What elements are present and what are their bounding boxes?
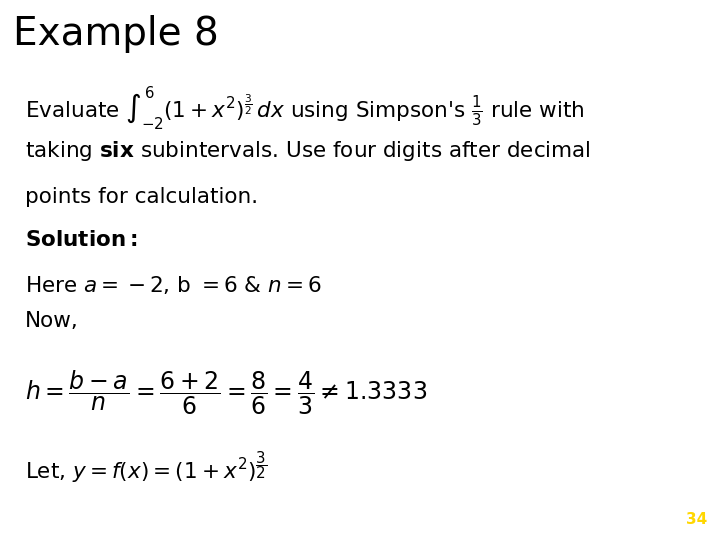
Text: Now,: Now,	[25, 312, 79, 332]
Text: $h = \dfrac{b-a}{n} = \dfrac{6+2}{6} = \dfrac{8}{6} = \dfrac{4}{3} \neq 1.3333$: $h = \dfrac{b-a}{n} = \dfrac{6+2}{6} = \…	[25, 368, 428, 417]
Text: 34: 34	[685, 512, 707, 527]
Text: Evaluate $\int_{-2}^{6}(1+x^2)^{\frac{3}{2}}\,dx$ using Simpson's $\frac{1}{3}$ : Evaluate $\int_{-2}^{6}(1+x^2)^{\frac{3}…	[25, 84, 585, 132]
Text: Numerical and statistical method  (2140706)     Darshan Institute of engineering: Numerical and statistical method (214070…	[13, 512, 720, 527]
Text: Here $a = -2$, b $= 6$ & $n = 6$: Here $a = -2$, b $= 6$ & $n = 6$	[25, 274, 322, 296]
Text: points for calculation.: points for calculation.	[25, 187, 258, 207]
Text: taking $\mathbf{six}$ subintervals. Use four digits after decimal: taking $\mathbf{six}$ subintervals. Use …	[25, 139, 591, 163]
Text: Example 8: Example 8	[13, 15, 219, 53]
Text: $\mathbf{Solution :}$: $\mathbf{Solution :}$	[25, 231, 138, 251]
Text: Let, $y = f(x) = \left(1+x^2\right)^{\dfrac{3}{2}}$: Let, $y = f(x) = \left(1+x^2\right)^{\df…	[25, 449, 268, 485]
